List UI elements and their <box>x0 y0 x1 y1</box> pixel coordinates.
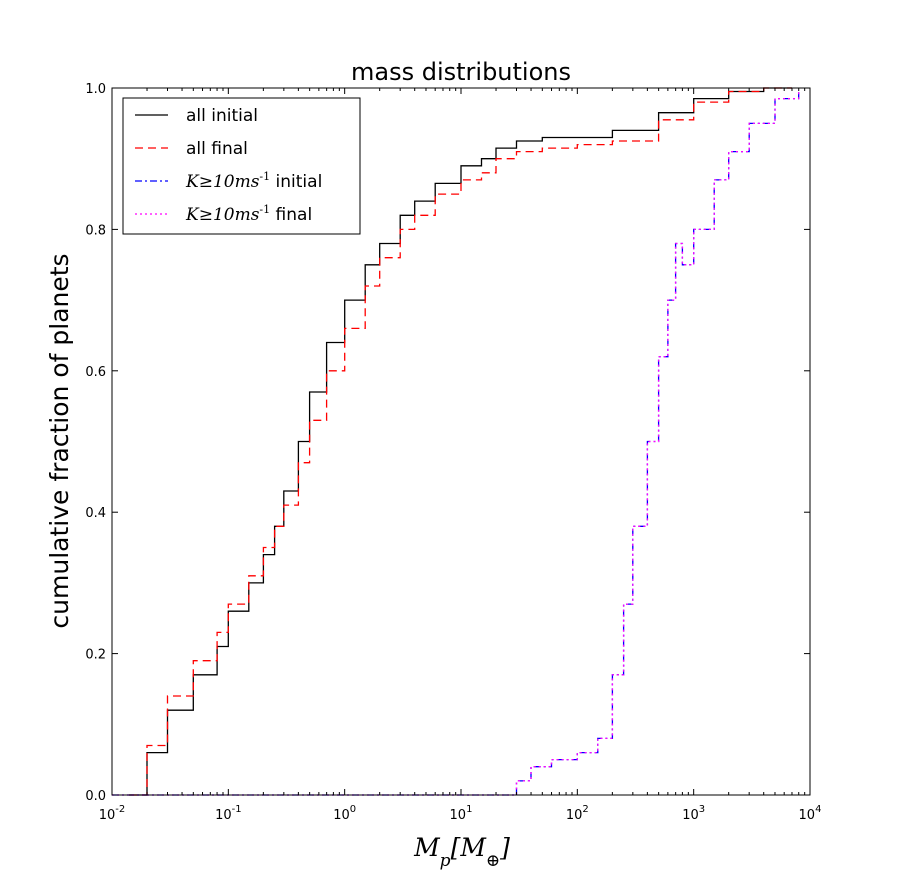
legend-label: all final <box>186 139 248 159</box>
y-axis-label: cumulative fraction of planets <box>45 253 74 628</box>
series-line-2 <box>129 87 792 796</box>
x-axis: 10-2 10-1 100 101 102 103 104 <box>99 88 822 823</box>
x-tick-label: 100 <box>333 804 356 823</box>
x-tick-label: 104 <box>799 804 822 823</box>
legend-label: K≥10ms-1 final <box>185 203 312 225</box>
series-line-4 <box>112 91 800 796</box>
chart-title: mass distributions <box>351 58 571 86</box>
y-tick-label: 0.0 <box>85 789 106 804</box>
x-tick-label: 101 <box>450 804 473 823</box>
legend-label: K≥10ms-1 initial <box>185 170 322 192</box>
y-tick-label: 0.2 <box>85 648 106 663</box>
y-tick-label: 0.4 <box>85 506 106 521</box>
legend-label: all initial <box>186 106 258 126</box>
x-tick-label: 103 <box>682 804 705 823</box>
x-tick-label: 10-2 <box>99 804 126 823</box>
legend: all initial all final K≥10ms-1 initial K≥10… <box>122 97 361 235</box>
x-tick-label: 102 <box>566 804 589 823</box>
x-tick-label: 10-1 <box>215 804 242 823</box>
y-tick-label: 0.8 <box>85 223 106 238</box>
y-tick-label: 1.0 <box>85 82 106 97</box>
y-tick-label: 0.6 <box>85 365 106 380</box>
legend-frame <box>122 97 361 235</box>
x-axis-label: Mp[M⊕] <box>413 833 510 871</box>
y-axis: 0.0 0.2 0.4 0.6 0.8 1.0 <box>85 82 810 804</box>
